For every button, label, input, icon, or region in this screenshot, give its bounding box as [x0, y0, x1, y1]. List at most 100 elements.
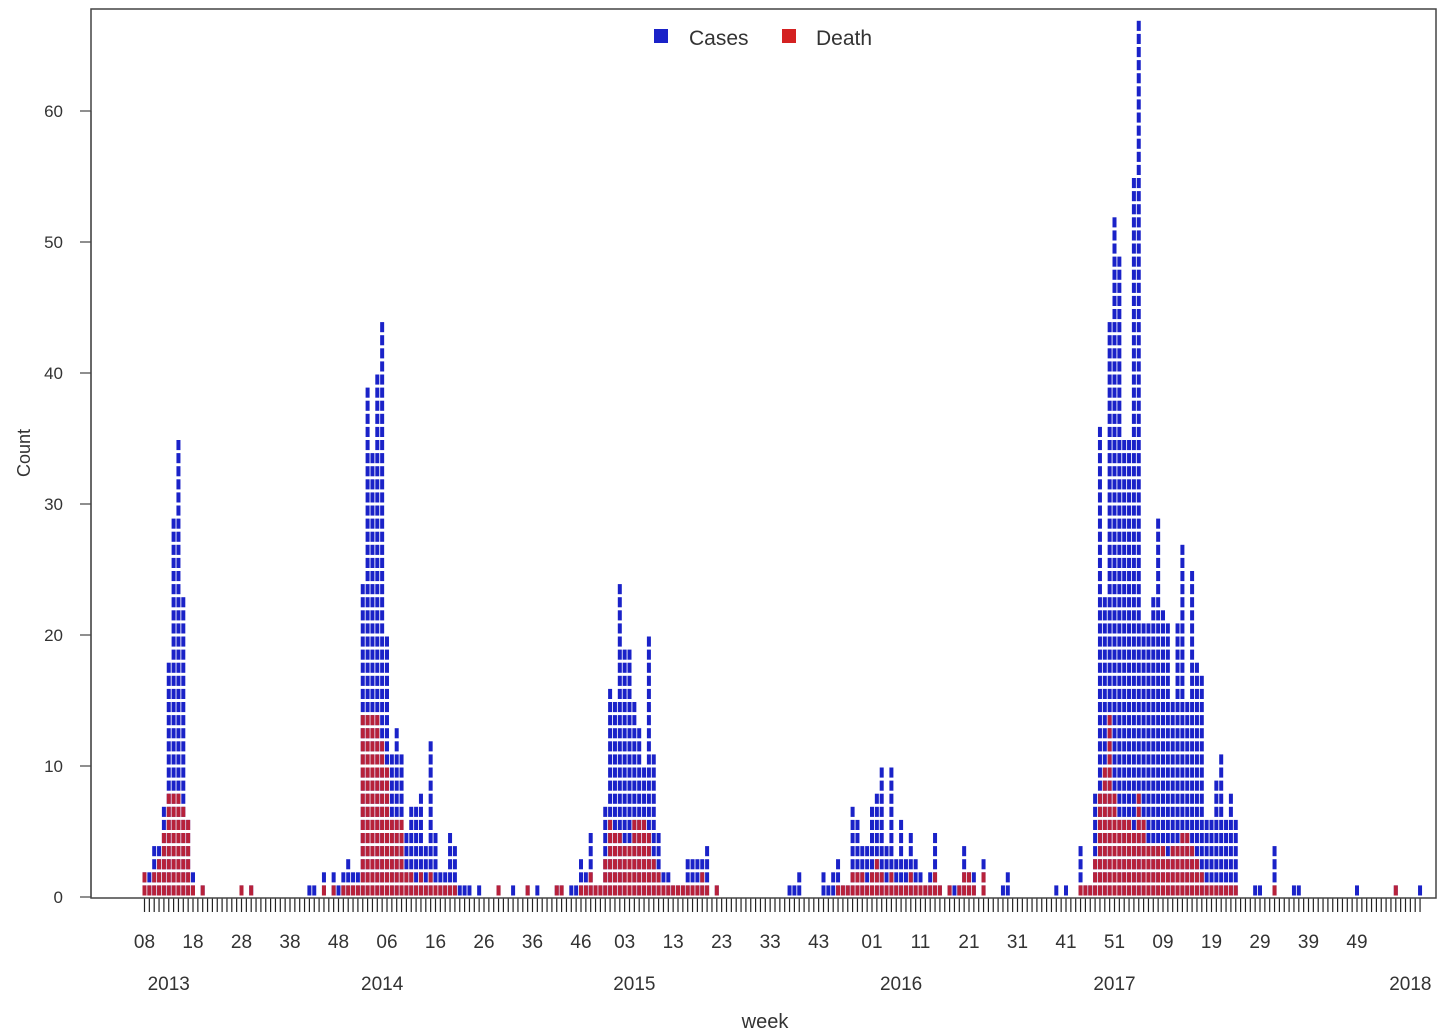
x-tick-label-2014-36: 36 [522, 932, 543, 953]
x-axis-label: week [741, 1011, 790, 1033]
bar-deaths-2015-02 [618, 833, 622, 896]
bar-deaths-2013-11 [157, 859, 161, 895]
bar-cases-2014-32 [511, 885, 515, 895]
x-tick-label-2016-01: 01 [861, 932, 882, 953]
bar-deaths-2015-17 [691, 885, 695, 895]
x-tick-label-2017-39: 39 [1298, 932, 1319, 953]
bar-cases-2017-49 [1355, 885, 1359, 895]
bar-deaths-2016-03 [880, 872, 884, 895]
legend-label-cases: Cases [689, 27, 749, 50]
legend-swatch-cases [654, 29, 668, 43]
bar-deaths-2016-01 [870, 872, 874, 895]
bar-deaths-2014-47 [584, 885, 588, 895]
bar-deaths-2016-02 [875, 859, 879, 895]
bar-deaths-2013-49 [341, 885, 345, 895]
bar-cases-2017-10 [1166, 623, 1170, 895]
bar-cases-2017-04 [1137, 21, 1141, 896]
bar-deaths-2016-10 [914, 885, 918, 895]
year-label-2014: 2014 [361, 974, 404, 995]
bar-cases-2015-37 [788, 885, 792, 895]
bar-cases-2016-29 [1006, 872, 1010, 895]
bar-deaths-2016-49 [1103, 768, 1107, 896]
bar-deaths-2015-07 [642, 820, 646, 896]
bar-cases-2017-23 [1229, 794, 1233, 896]
bar-deaths-2017-16 [1195, 859, 1199, 895]
x-tick-label-2015-23: 23 [711, 932, 732, 953]
bar-deaths-2014-51 [603, 859, 607, 895]
bar-deaths-2017-23 [1229, 885, 1233, 895]
bar-deaths-2017-02 [1127, 820, 1131, 896]
bar-deaths-2013-20 [201, 885, 205, 895]
bar-deaths-2016-50 [1108, 715, 1112, 895]
legend: Cases Death [654, 27, 872, 50]
x-tick-label-2016-11: 11 [911, 932, 931, 953]
bar-cases-2014-21 [458, 885, 462, 895]
bar-deaths-2016-13 [928, 885, 932, 895]
bar-cases-2017-37 [1297, 885, 1301, 895]
bar-deaths-2017-13 [1180, 833, 1184, 896]
bar-deaths-2013-18 [191, 885, 195, 895]
y-tick-label-50: 50 [44, 233, 63, 252]
bar-deaths-2017-21 [1219, 885, 1223, 895]
x-tick-label-2014-46: 46 [570, 932, 591, 953]
bar-deaths-2013-45 [322, 885, 326, 895]
bar-deaths-2014-13 [419, 872, 423, 895]
y-tick-label-0: 0 [54, 888, 63, 907]
x-tick-label-2013-38: 38 [279, 932, 300, 953]
bar-cases-2014-02 [366, 388, 370, 896]
bar-deaths-2014-06 [385, 768, 389, 896]
bar-deaths-2015-51 [855, 872, 859, 895]
bar-deaths-2017-05 [1142, 820, 1146, 896]
bar-deaths-2017-32 [1273, 885, 1277, 895]
bar-cases-2015-04 [628, 650, 632, 896]
bar-deaths-2014-03 [370, 715, 374, 895]
x-tick-label-2015-33: 33 [760, 932, 781, 953]
x-minor-ticks [145, 898, 1421, 912]
bar-deaths-2014-42 [560, 885, 564, 895]
bar-deaths-2013-28 [240, 885, 244, 895]
x-tick-label-2017-49: 49 [1346, 932, 1367, 953]
bar-deaths-2015-11 [661, 885, 665, 895]
x-tick-label-2017-29: 29 [1249, 932, 1270, 953]
bar-deaths-2014-35 [526, 885, 530, 895]
bar-deaths-2013-08 [143, 872, 147, 895]
bar-deaths-2017-01 [1122, 820, 1126, 896]
bar-deaths-2015-08 [647, 833, 651, 896]
x-tick-label-2015-13: 13 [663, 932, 684, 953]
bar-deaths-2014-41 [555, 885, 559, 895]
bar-deaths-2016-12 [923, 885, 927, 895]
year-label-2017: 2017 [1093, 974, 1135, 995]
bar-deaths-2015-10 [657, 872, 661, 895]
bar-deaths-2016-48 [1098, 794, 1102, 896]
bar-deaths-2016-51 [1113, 794, 1117, 896]
x-tick-label-2014-26: 26 [473, 932, 494, 953]
bar-deaths-2016-14 [933, 872, 937, 895]
bar-deaths-2016-15 [938, 885, 942, 895]
bar-deaths-2016-17 [948, 885, 952, 895]
bar-deaths-2017-08 [1156, 846, 1160, 895]
bar-deaths-2016-09 [909, 872, 913, 895]
bar-deaths-2016-11 [919, 885, 923, 895]
x-tick-label-2013-28: 28 [231, 932, 252, 953]
bar-cases-2017-17 [1200, 676, 1204, 896]
bar-cases-2017-03 [1132, 178, 1136, 896]
bar-cases-2014-25 [477, 885, 481, 895]
y-tick-label-20: 20 [44, 626, 63, 645]
bar-deaths-2015-06 [637, 820, 641, 896]
bar-cases-2017-29 [1258, 885, 1262, 895]
bar-deaths-2016-07 [899, 885, 903, 895]
x-tick-label-2017-09: 09 [1152, 932, 1173, 953]
bar-deaths-2015-47 [836, 885, 840, 895]
bar-cases-2013-17 [186, 820, 190, 896]
bar-deaths-2015-01 [613, 833, 617, 896]
bar-deaths-2016-22 [972, 885, 976, 895]
bar-deaths-2013-51 [351, 885, 355, 895]
year-label-2016: 2016 [880, 974, 922, 995]
bar-cases-2013-48 [337, 885, 341, 895]
bar-deaths-2014-46 [579, 885, 583, 895]
bar-cases-2015-08 [647, 637, 651, 896]
bar-deaths-2017-11 [1171, 846, 1175, 895]
bar-deaths-2016-08 [904, 885, 908, 895]
year-label-2013: 2013 [148, 974, 190, 995]
bar-deaths-2015-18 [695, 885, 699, 895]
